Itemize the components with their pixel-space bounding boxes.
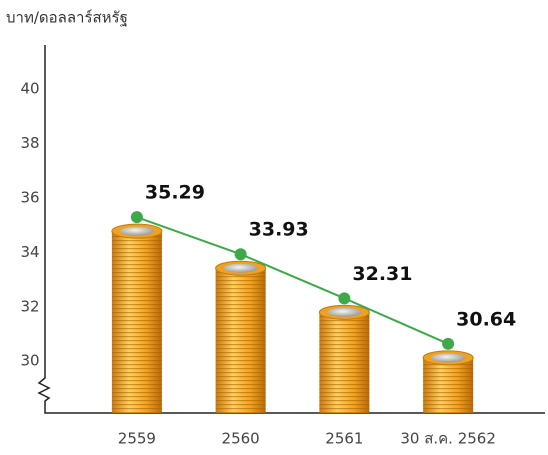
axis-title: บาท/ดอลลาร์สหรัฐ — [6, 9, 128, 27]
coin-face — [327, 307, 362, 317]
coin-face — [223, 263, 258, 273]
data-label: 33.93 — [249, 219, 309, 241]
x-tick-label: 30 ส.ค. 2562 — [400, 430, 496, 448]
point — [442, 337, 455, 350]
bar-stripes — [111, 231, 162, 413]
data-label: 32.31 — [352, 263, 412, 285]
y-tick-label: 38 — [20, 134, 39, 152]
axis — [37, 45, 545, 414]
bar-stripes — [215, 268, 266, 413]
point — [130, 211, 143, 224]
x-tick-label: 2561 — [325, 430, 363, 448]
point — [338, 292, 351, 305]
bar-stripes — [423, 357, 474, 413]
coin-face — [119, 226, 154, 236]
point — [234, 248, 247, 261]
coin-stack — [318, 304, 370, 413]
y-tick-label: 36 — [20, 188, 39, 206]
data-label: 30.64 — [456, 308, 516, 330]
x-tick-label: 2560 — [222, 430, 260, 448]
x-tick-label: 2559 — [118, 430, 156, 448]
bar-stripes — [319, 312, 370, 413]
y-tick-label: 40 — [20, 79, 39, 97]
data-label: 35.29 — [145, 182, 205, 204]
y-tick-label: 30 — [20, 352, 39, 370]
coin-face — [431, 353, 466, 363]
coin-stack — [215, 260, 267, 413]
coin-stack — [422, 350, 474, 413]
line — [136, 216, 449, 345]
y-tick-label: 32 — [20, 297, 39, 315]
y-tick-label: 34 — [20, 243, 39, 261]
coin-stack — [111, 223, 163, 413]
